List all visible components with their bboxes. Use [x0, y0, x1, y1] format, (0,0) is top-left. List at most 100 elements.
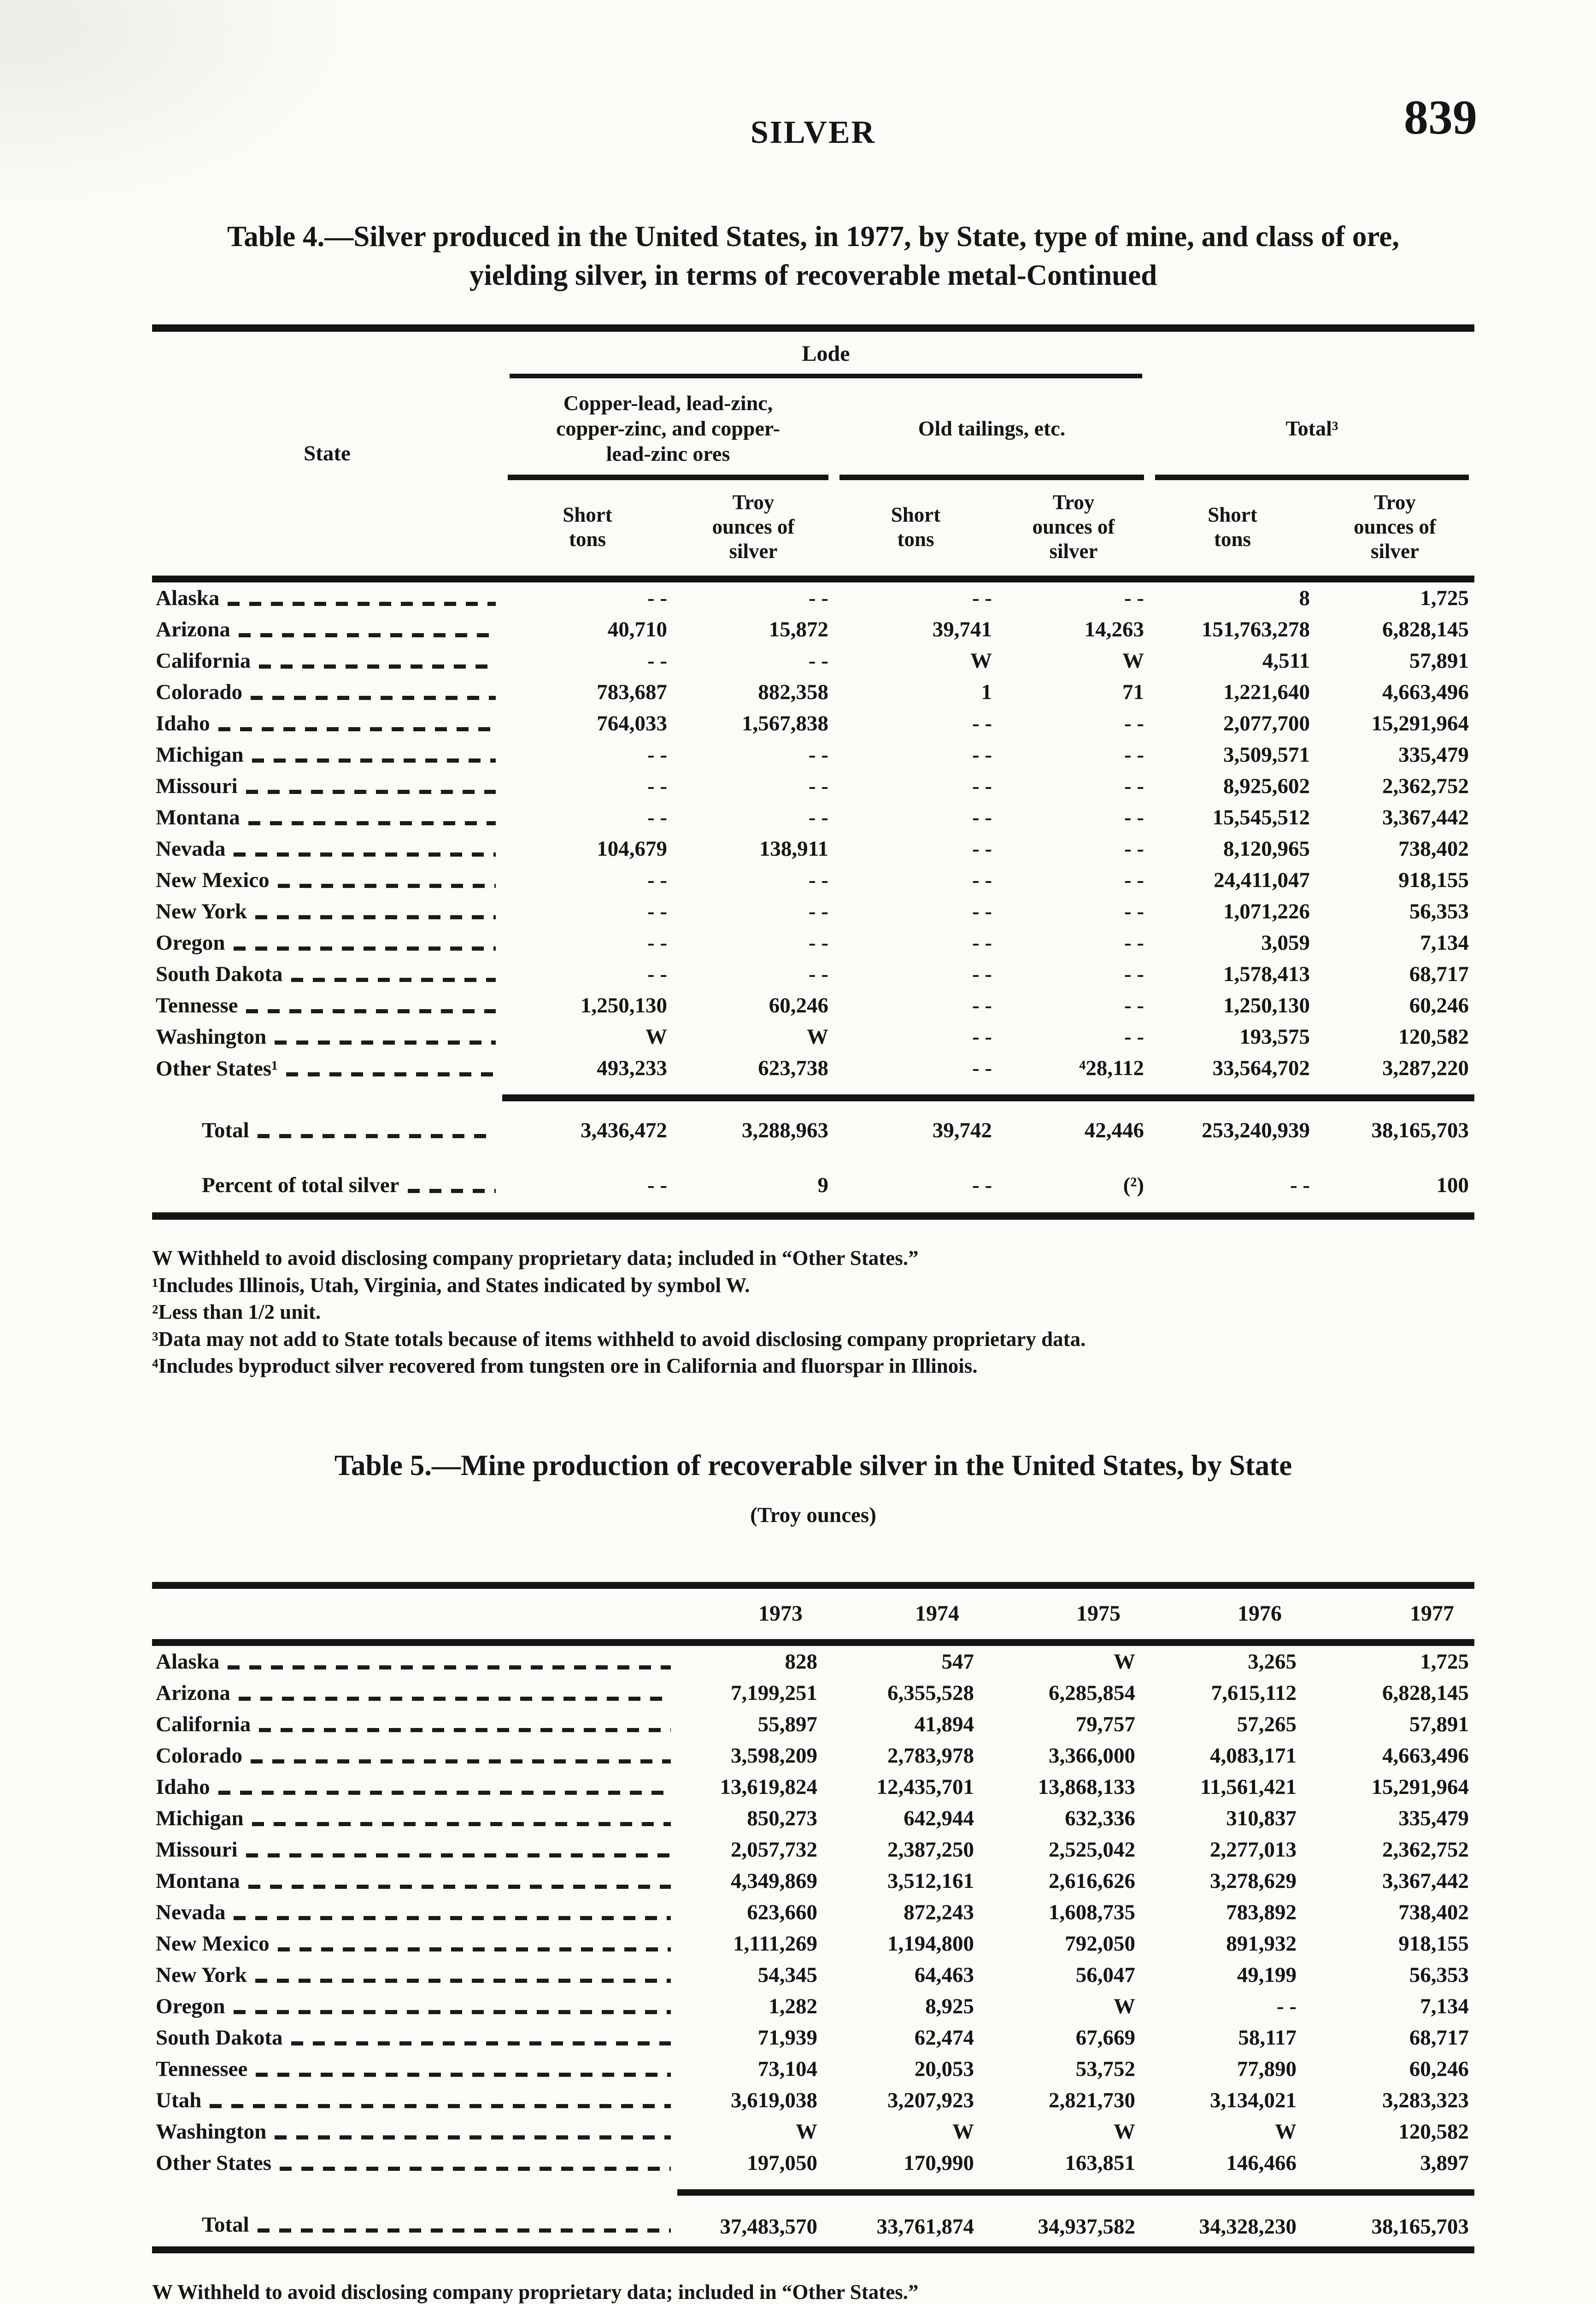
dash-leader: [238, 633, 496, 638]
page-content: SILVER 839 Table 4.—Silver produced in t…: [152, 93, 1477, 2304]
value-cell: 73,104: [757, 2057, 817, 2081]
table-row: Tennessee 73,104 20,053 53,752 77,890 60,246: [152, 2053, 1474, 2085]
dash-leader: [252, 758, 496, 763]
value-cell: W: [1122, 649, 1144, 673]
row-label-cell: Colorado: [152, 676, 502, 708]
state-name: California: [156, 1712, 251, 1736]
row-label-cell: Colorado: [152, 1740, 677, 1771]
row-label-cell: Missouri: [152, 770, 502, 802]
value-cell: 1,221,640: [1223, 680, 1310, 705]
short-tons-label: Short tons: [891, 503, 941, 551]
year-header: 1973: [677, 1585, 823, 1646]
value-cell: - -: [647, 931, 667, 955]
value-cell: 2,362,752: [1382, 774, 1469, 799]
value-cell: 60,246: [769, 993, 828, 1018]
table-row: California - - - - W W 4,511 57,891: [152, 645, 1474, 676]
state-name: Other States¹: [156, 1056, 278, 1081]
value-cell: 15,545,512: [1212, 805, 1310, 830]
value-cell: 14,263: [1084, 617, 1144, 642]
value-cell: 49,199: [1237, 1963, 1297, 1987]
table5-year-row: 1973 1974 1975 1976 1977: [152, 1585, 1474, 1646]
value-cell: 38,165,703: [1302, 2189, 1474, 2250]
troy-ounces-label: Troy ounces of silver: [1354, 491, 1436, 563]
row-label-cell: Tennessee: [152, 2053, 677, 2085]
table-row: Tennesse 1,250,130 60,246 - - - - 1,250,130 60…: [152, 990, 1474, 1021]
row-label-cell: Total: [152, 1098, 502, 1146]
value-cell: - -: [647, 1173, 667, 1198]
table-row: California 55,897 41,894 79,757 57,265 57,891: [152, 1709, 1474, 1740]
table-row: New York - - - - - - - - 1,071,226 56,353: [152, 896, 1474, 927]
value-cell: - -: [1124, 805, 1144, 830]
dash-leader: [407, 1189, 496, 1193]
state-name: Tennesse: [156, 993, 238, 1018]
row-label-cell: Total: [152, 2192, 677, 2250]
row-label-cell: Arizona: [152, 614, 502, 645]
value-cell: 55,897: [757, 1712, 817, 1736]
table-row: Other States¹ 493,233 623,738 - - ⁴28,112 33,…: [152, 1052, 1474, 1098]
value-cell: 3,366,000: [1049, 1743, 1135, 1768]
state-name: Oregon: [156, 931, 225, 955]
state-name: Utah: [156, 2088, 202, 2112]
troy-ounces-header: Troy ounces of silver: [1315, 480, 1475, 583]
table-row: Alaska - - - - - - - - 8 1,725: [152, 579, 1474, 614]
value-cell: - -: [647, 774, 667, 799]
group-total-header: Total³: [1150, 378, 1474, 481]
value-cell: 3,436,472: [502, 1094, 673, 1146]
value-cell: 7,199,251: [731, 1681, 817, 1705]
dash-leader: [259, 664, 496, 669]
row-label-cell: California: [152, 645, 502, 676]
value-cell: - -: [647, 586, 667, 611]
value-cell: - -: [808, 931, 828, 955]
value-cell: 3,283,323: [1382, 2088, 1469, 2112]
state-name: Alaska: [156, 586, 220, 611]
value-cell: - -: [1124, 899, 1144, 924]
value-cell: - -: [1124, 962, 1144, 987]
table-row: Nevada 623,660 872,243 1,608,735 783,892 738,…: [152, 1897, 1474, 1928]
dash-leader: [218, 1790, 671, 1795]
value-cell: 8,925: [925, 1994, 974, 2018]
troy-ounces-header: Troy ounces of silver: [673, 480, 834, 583]
row-label-cell: New York: [152, 896, 502, 927]
value-cell: 13,619,824: [720, 1775, 818, 1799]
table-row: Colorado 783,687 882,358 1 71 1,221,640 4,663,…: [152, 676, 1474, 708]
state-name: Idaho: [156, 711, 210, 736]
dash-leader: [248, 1884, 671, 1889]
total-label: Total: [202, 2213, 249, 2237]
dash-leader: [238, 1696, 671, 1701]
table-row: Montana 4,349,869 3,512,161 2,616,626 3,278,…: [152, 1865, 1474, 1897]
state-name: Michigan: [156, 1806, 244, 1830]
table-row: Washington W W W W 120,582: [152, 2116, 1474, 2147]
value-cell: 9: [817, 1173, 829, 1198]
value-cell: 1,250,130: [581, 993, 667, 1018]
dash-leader: [218, 727, 496, 732]
table-row: South Dakota 71,939 62,474 67,669 58,117 68,7…: [152, 2022, 1474, 2053]
value-cell: W: [1114, 2119, 1135, 2144]
value-cell: - -: [972, 868, 992, 893]
state-name: New York: [156, 1963, 247, 1987]
value-cell: - -: [808, 868, 828, 893]
value-cell: 4,349,869: [731, 1869, 817, 1893]
value-cell: - -: [808, 586, 828, 611]
value-cell: 34,328,230: [1141, 2189, 1302, 2250]
row-label-cell: Other States¹: [152, 1052, 502, 1098]
total-label: Total: [202, 1118, 249, 1143]
table5-footnote: W Withheld to avoid disclosing company p…: [152, 2280, 919, 2304]
value-cell: - -: [1124, 711, 1144, 736]
value-cell: - -: [1290, 1173, 1310, 1198]
value-cell: 1,194,800: [887, 1931, 974, 1956]
table-row: New York 54,345 64,463 56,047 49,199 56,353: [152, 1959, 1474, 1991]
value-cell: 792,050: [1065, 1931, 1135, 1956]
dash-leader: [228, 1665, 671, 1669]
table-row: Nevada 104,679 138,911 - - - - 8,120,965 738,4…: [152, 833, 1474, 864]
row-label-cell: Other States: [152, 2147, 677, 2192]
table-row: Utah 3,619,038 3,207,923 2,821,730 3,134,021…: [152, 2085, 1474, 2116]
value-cell: 53,752: [1075, 2057, 1135, 2081]
value-cell: 3,288,963: [673, 1094, 834, 1146]
value-cell: 8,925,602: [1223, 774, 1310, 799]
value-cell: W: [970, 649, 992, 673]
row-label-cell: Tennesse: [152, 990, 502, 1021]
table5: 1973 1974 1975 1976 1977 Alaska 828 547 W 3,…: [152, 1581, 1474, 2253]
table5-subtitle: (Troy ounces): [750, 1503, 876, 1527]
dash-leader: [259, 1728, 671, 1732]
